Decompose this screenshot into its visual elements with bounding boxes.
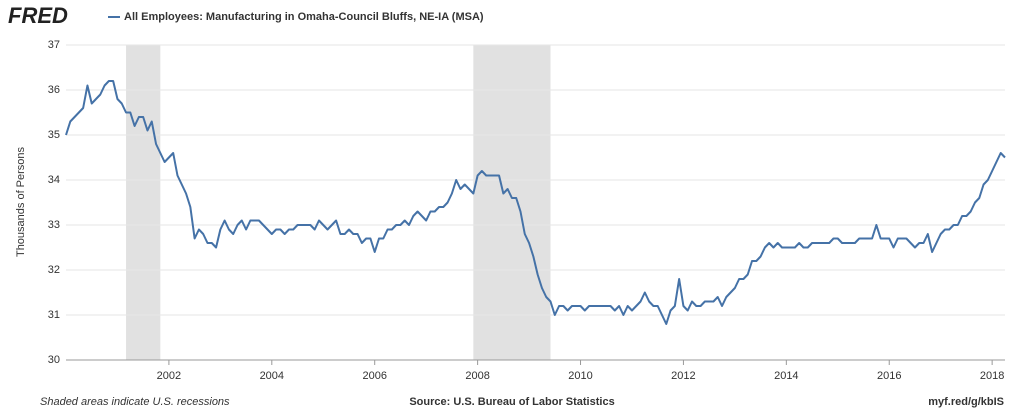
x-tick-label: 2018 (980, 370, 1004, 382)
recession-band (473, 45, 551, 360)
y-axis-label: Thousands of Persons (15, 146, 27, 257)
x-tick-label: 2012 (671, 370, 695, 382)
legend-label: All Employees: Manufacturing in Omaha-Co… (124, 11, 484, 23)
x-tick-label: 2016 (877, 370, 901, 382)
y-tick-label: 32 (48, 264, 60, 276)
y-tick-label: 30 (48, 354, 60, 366)
series-line (65, 80, 1006, 325)
y-tick-label: 35 (48, 129, 60, 141)
y-tick-label: 31 (48, 309, 60, 321)
recession-band (126, 45, 161, 360)
x-tick-label: 2002 (157, 370, 181, 382)
y-tick-label: 34 (48, 174, 60, 186)
x-tick-label: 2008 (465, 370, 489, 382)
x-tick-label: 2014 (774, 370, 798, 382)
y-tick-label: 33 (48, 219, 60, 231)
y-tick-label: 36 (48, 84, 60, 96)
x-tick-label: 2006 (362, 370, 386, 382)
x-tick-label: 2010 (568, 370, 592, 382)
x-tick-label: 2004 (260, 370, 284, 382)
logo: FRED (8, 3, 68, 28)
footer-link: myf.red/g/kbIS (928, 396, 1004, 408)
footer-source: Source: U.S. Bureau of Labor Statistics (409, 396, 614, 408)
y-tick-label: 37 (48, 39, 60, 51)
footer-note: Shaded areas indicate U.S. recessions (40, 396, 230, 408)
